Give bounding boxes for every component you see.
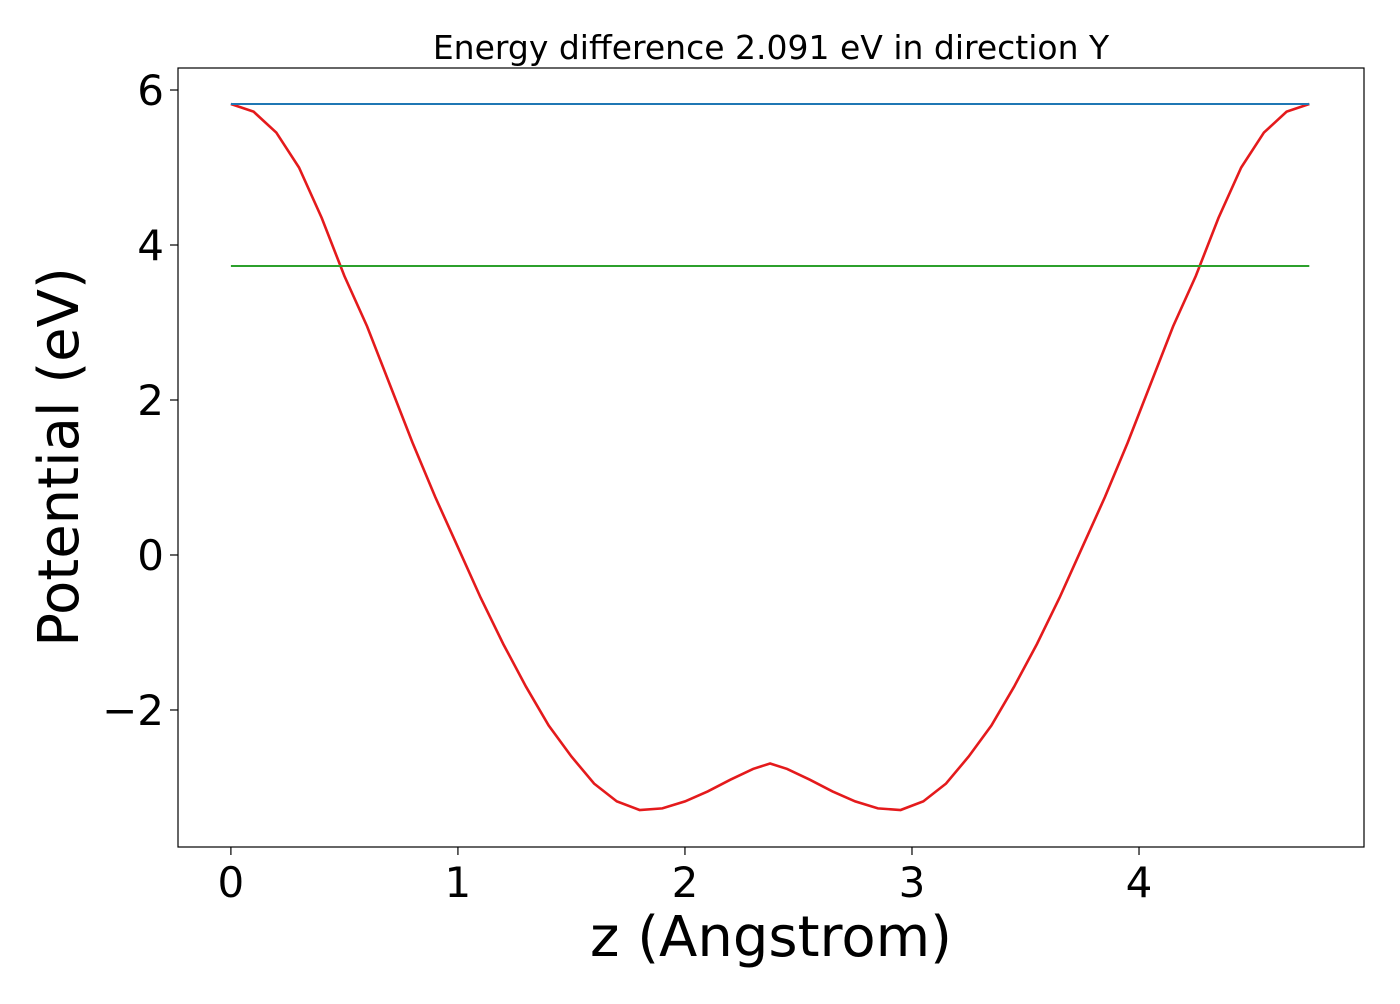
y-tick-label: 6 xyxy=(137,66,164,115)
x-tick-label: 2 xyxy=(672,858,699,907)
chart-title: Energy difference 2.091 eV in direction … xyxy=(433,28,1110,67)
plot-frame xyxy=(177,67,1365,848)
y-tick-label: −2 xyxy=(102,686,164,735)
x-tick-label: 0 xyxy=(218,858,245,907)
x-tick-label: 4 xyxy=(1126,858,1153,907)
y-axis-label: Potential (eV) xyxy=(27,267,92,647)
y-tick-label: 2 xyxy=(137,376,164,425)
series-line-0 xyxy=(230,102,1310,812)
x-axis-label: z (Angstrom) xyxy=(590,905,952,970)
y-tick-label: 4 xyxy=(137,221,164,270)
series-layer xyxy=(230,102,1310,812)
x-tick-label: 1 xyxy=(445,858,472,907)
ticks-layer: 0 1 2 3 4 −2 0 2 4 6 xyxy=(102,66,1152,907)
x-tick-label: 3 xyxy=(899,858,926,907)
y-tick-label: 0 xyxy=(137,531,164,580)
